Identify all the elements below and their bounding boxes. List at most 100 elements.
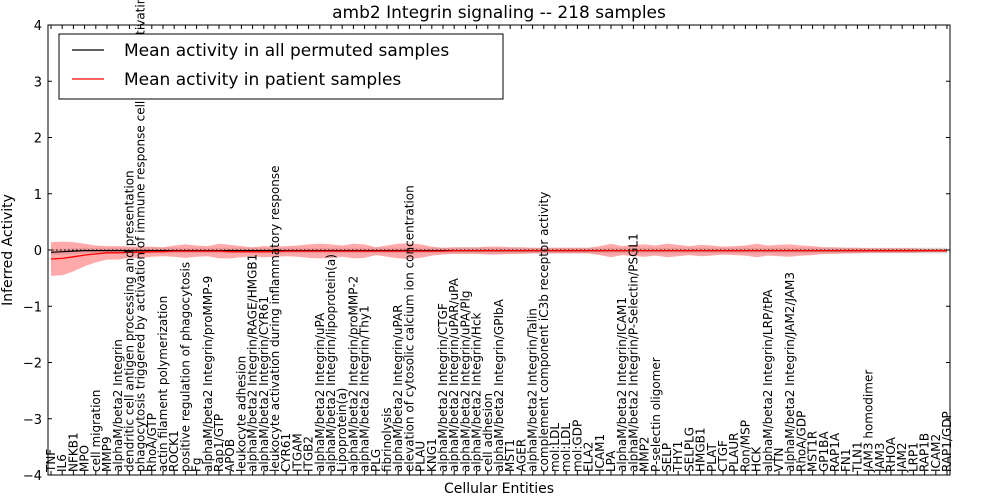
entity-label: mol:GDP <box>570 420 584 472</box>
entity-label: TLN1 <box>850 441 864 473</box>
entity-label: alphaM/beta2 Integrin <box>111 339 125 472</box>
entity-label: alphaM/beta2 Integrin/ICAM1 <box>615 297 629 472</box>
entity-label: RhoA/GDP <box>794 411 808 472</box>
x-axis-label: Cellular Entities <box>444 481 554 497</box>
y-tick-label: −1 <box>23 300 42 315</box>
entity-label: ICAM2 <box>929 434 943 472</box>
entity-label: elevation of cytosolic calcium ion conce… <box>402 185 416 472</box>
entity-label: PLAUR <box>727 432 741 472</box>
entity-label: FN1 <box>839 448 853 472</box>
entity-label: HCK <box>750 446 764 472</box>
entity-label: P-selectin oligomer <box>649 357 663 472</box>
entity-label: PLAT <box>705 443 719 472</box>
y-axis-ticks: −4 −3 −2 −1 0 1 2 3 4 <box>23 19 950 484</box>
entity-label: alphaM/beta2 Integrin/JAM2/JAM3 <box>783 272 797 472</box>
entity-label: ITGB2 <box>302 436 316 472</box>
y-tick-label: 4 <box>34 19 42 34</box>
entity-label: alphaM/beta2 Integrin/P-Selectin/PSGL1 <box>626 233 640 472</box>
entity-label: VTN <box>772 447 786 472</box>
y-tick-label: −2 <box>23 357 42 372</box>
entity-label: CTGF <box>716 440 730 472</box>
entity-label: JAM3 homodimer <box>862 370 876 473</box>
entity-label: phagocytosis triggered by activation of … <box>134 0 148 472</box>
entity-label: positive regulation of phagocytosis <box>178 262 192 472</box>
entity-label: RAP1B <box>918 433 932 472</box>
entity-label: RHOA <box>884 436 898 472</box>
entity-label: MST1R <box>806 431 820 472</box>
entity-label: alphaM/beta2 Integrin/uPAR <box>391 304 405 472</box>
entity-label: SELPLG <box>682 427 696 472</box>
entity-label: leukocyte adhesion <box>234 356 248 472</box>
y-tick-label: 3 <box>34 75 42 90</box>
chart-title: amb2 Integrin signaling -- 218 samples <box>332 3 666 23</box>
entity-label: Fg <box>190 457 204 472</box>
y-axis-label: Inferred Activity <box>0 194 16 306</box>
y-tick-label: 2 <box>34 132 42 147</box>
entity-label: alphaM/beta2 Integrin/proMMP-2 <box>346 276 360 472</box>
entity-label: mol:LDL <box>548 423 562 472</box>
entity-label: alphaM/beta2 Integrin/RAGE/HMGB1 <box>246 254 260 472</box>
entity-label: NFKB1 <box>66 432 80 472</box>
entity-label: IL6 <box>55 454 69 472</box>
entity-label: alphaM/beta2 Integrin/GPIbA <box>492 298 506 472</box>
line-layer <box>48 249 950 260</box>
entity-label: mol:LDL <box>559 423 573 472</box>
entity-label: alphaM/beta2 Integrin/proMMP-9 <box>201 276 215 472</box>
y-tick-label: −4 <box>23 469 42 484</box>
entity-label: RAP1/GDP <box>940 411 954 472</box>
entity-label: APOB <box>223 439 237 472</box>
entity-label: dendritic cell antigen processing and pr… <box>122 170 136 472</box>
entity-label: TNF <box>44 449 58 473</box>
entity-label: KNG1 <box>425 438 439 472</box>
entity-label: PLG <box>369 449 383 472</box>
entity-label: CYR61 <box>279 433 293 472</box>
entity-label: AGER <box>514 439 528 472</box>
entity-label: alphaM/beta2 Integrin/Talin <box>526 308 540 472</box>
entity-label: alphaM/beta2 Integrin/uPAR/uPA <box>447 277 461 472</box>
entity-label: alphaM/beta2 Integrin/Hck <box>470 312 484 472</box>
entity-label: RAP1A <box>828 432 842 472</box>
entity-label: GP1BA <box>817 431 831 472</box>
entity-label: fibrinolysis <box>380 407 394 472</box>
entity-label: cell adhesion <box>481 393 495 472</box>
entity-label: leukocyte activation during inflammatory… <box>268 165 282 472</box>
legend: Mean activity in all permuted samples Me… <box>58 33 504 100</box>
entity-label: Ron/MSP <box>738 420 752 472</box>
entity-label: alphaM/beta2 Integrin/LRP/tPA <box>761 289 775 472</box>
entity-label: ELA2 <box>582 442 596 472</box>
entity-label: alphaM/beta2 Integrin/uPA <box>313 312 327 472</box>
entity-label: JAM3 <box>873 442 887 473</box>
entity-label: actin filament polymerization <box>156 296 170 472</box>
legend-label-permuted: Mean activity in all permuted samples <box>124 41 449 61</box>
entity-label: alphaM/beta2 Integrin/Thy1 <box>358 305 372 472</box>
y-tick-label: 1 <box>34 188 42 203</box>
entity-label: MPO <box>78 445 92 472</box>
entity-label: alphaM/beta2 Integrin/lipoprotein(a) <box>324 254 338 472</box>
entity-label: MST1 <box>503 439 517 472</box>
entity-label: alphaM/beta2 Integrin/CYR61 <box>257 296 271 472</box>
entity-label: cell migration <box>89 390 103 472</box>
entity-label: alphaM/beta2 Integrin/uPA/Plg <box>458 291 472 472</box>
entity-label: Lipoprotein(a) <box>335 388 349 472</box>
entity-label: HMGB1 <box>694 427 708 472</box>
entity-label: SELP <box>660 443 674 472</box>
entity-label: ROCK1 <box>167 430 181 472</box>
entity-label: LRP1 <box>906 442 920 472</box>
entity-label: LPA <box>604 450 618 472</box>
legend-label-patient: Mean activity in patient samples <box>124 70 401 90</box>
y-tick-label: −3 <box>23 413 42 428</box>
entity-label: THY1 <box>671 441 685 473</box>
entity-label: Rap1/GTP <box>212 414 226 472</box>
y-tick-label: 0 <box>34 244 42 259</box>
entity-label: RhoA/GTP <box>145 413 159 472</box>
entity-label: ITGAM <box>290 433 304 472</box>
entity-label: PLAU <box>414 441 428 472</box>
series-line-patient <box>50 249 947 260</box>
entity-label: JAM2 <box>895 442 909 473</box>
entity-label: alphaM/beta2 Integrin/CTGF <box>436 303 450 472</box>
entity-label: ICAM1 <box>593 434 607 472</box>
entity-label: complement component iC3b receptor activ… <box>537 192 551 472</box>
entity-label: MMP9 <box>100 436 114 472</box>
entity-label: MMP2 <box>638 436 652 472</box>
